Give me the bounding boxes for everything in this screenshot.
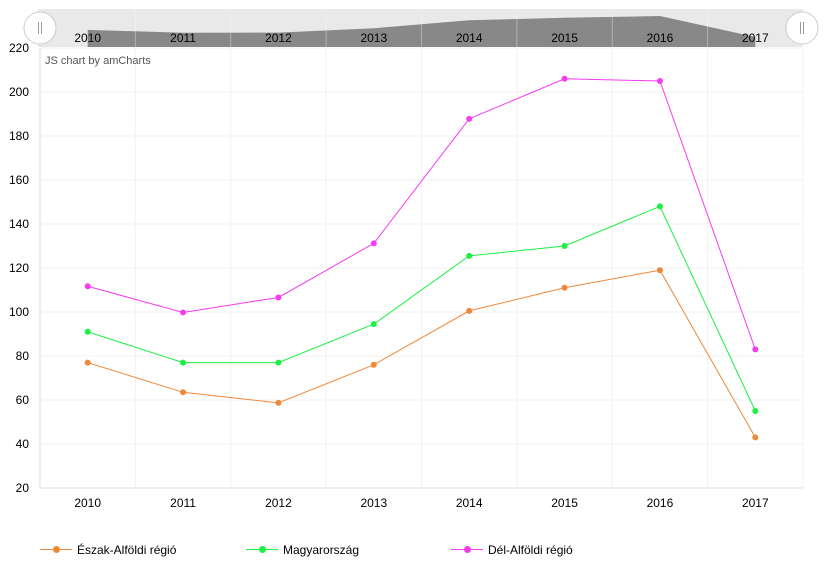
data-point[interactable] (466, 307, 473, 314)
scrollbar-right-handle[interactable] (785, 11, 819, 45)
legend-label: Dél-Alföldi régió (488, 543, 573, 557)
y-tick-label: 100 (9, 305, 29, 319)
y-tick-label: 180 (9, 129, 29, 143)
data-point[interactable] (656, 78, 663, 84)
scrollbar-label: 2016 (647, 31, 674, 45)
scrollbar-label: 2014 (456, 31, 483, 45)
scrollbar[interactable]: 2010 2011 2012 2013 2014 2015 2016 2017 (23, 9, 819, 47)
series-2 (84, 75, 759, 353)
data-point[interactable] (275, 294, 282, 301)
legend-marker (451, 543, 483, 557)
x-tick-label: 2017 (742, 496, 769, 510)
legend-item-eszak-alfoldi[interactable]: Észak-Alföldi régió (40, 536, 176, 564)
legend-item-del-alfoldi[interactable]: Dél-Alföldi régió (451, 536, 573, 564)
scrollbar-label: 2011 (170, 31, 196, 45)
data-point[interactable] (180, 359, 187, 366)
y-tick-label: 20 (16, 481, 30, 495)
scrollbar-label: 2013 (360, 31, 387, 45)
y-tick-label: 220 (9, 41, 29, 55)
data-point[interactable] (275, 399, 282, 406)
x-tick-label: 2011 (170, 496, 196, 510)
legend-item-magyarorszag[interactable]: Magyarország (246, 536, 359, 564)
y-tick-label: 120 (9, 261, 29, 275)
y-tick-label: 200 (9, 85, 29, 99)
data-point[interactable] (561, 75, 568, 82)
x-tick-label: 2015 (551, 496, 578, 510)
chart-credit[interactable]: JS chart by amCharts (45, 55, 151, 67)
x-tick-label: 2016 (647, 496, 674, 510)
series-line (87, 269, 756, 438)
y-tick-label: 140 (9, 217, 29, 231)
data-point[interactable] (84, 328, 91, 335)
y-tick-label: 160 (9, 173, 29, 187)
series-line (87, 78, 756, 350)
scrollbar-left-handle[interactable] (23, 11, 57, 45)
legend-marker (40, 543, 72, 557)
data-point[interactable] (84, 359, 91, 366)
y-tick-label: 40 (16, 437, 30, 451)
y-tick-label: 60 (16, 393, 30, 407)
data-point[interactable] (370, 321, 377, 328)
legend: Észak-Alföldi régió Magyarország Dél-Alf… (0, 536, 825, 564)
data-point[interactable] (275, 359, 282, 366)
x-axis-ticks: 2010 2011 2012 2013 2014 2015 2016 2017 (74, 496, 769, 510)
x-tick-label: 2010 (74, 496, 101, 510)
y-axis-ticks: 20 40 60 80 100 120 140 160 180 200 220 (9, 41, 29, 495)
series-0 (84, 267, 759, 441)
data-point[interactable] (561, 243, 568, 249)
data-point[interactable] (466, 115, 473, 122)
series-line (87, 205, 756, 412)
data-point[interactable] (561, 284, 568, 291)
scrollbar-preview-area (87, 16, 756, 47)
x-tick-label: 2013 (360, 496, 387, 510)
data-point[interactable] (84, 283, 91, 290)
y-tick-label: 80 (16, 349, 30, 363)
series-1 (84, 203, 759, 414)
data-point[interactable] (752, 408, 759, 414)
data-point[interactable] (180, 309, 187, 316)
data-point[interactable] (370, 361, 377, 368)
scrollbar-label: 2012 (265, 31, 292, 45)
legend-label: Magyarország (283, 543, 360, 557)
scrollbar-label: 2015 (551, 31, 578, 45)
legend-marker (246, 543, 278, 557)
data-point[interactable] (656, 267, 663, 274)
scrollbar-label: 2010 (74, 31, 101, 45)
data-point[interactable] (370, 240, 377, 247)
data-point[interactable] (180, 389, 187, 396)
series-layer (84, 75, 759, 441)
scrollbar-label: 2017 (742, 31, 769, 45)
x-tick-label: 2014 (456, 496, 483, 510)
data-point[interactable] (752, 346, 759, 353)
scrollbar-labels: 2010 2011 2012 2013 2014 2015 2016 2017 (74, 12, 769, 47)
legend-label: Észak-Alföldi régió (77, 543, 177, 557)
x-tick-label: 2012 (265, 496, 292, 510)
data-point[interactable] (466, 252, 473, 259)
data-point[interactable] (656, 203, 663, 210)
data-point[interactable] (752, 434, 759, 441)
